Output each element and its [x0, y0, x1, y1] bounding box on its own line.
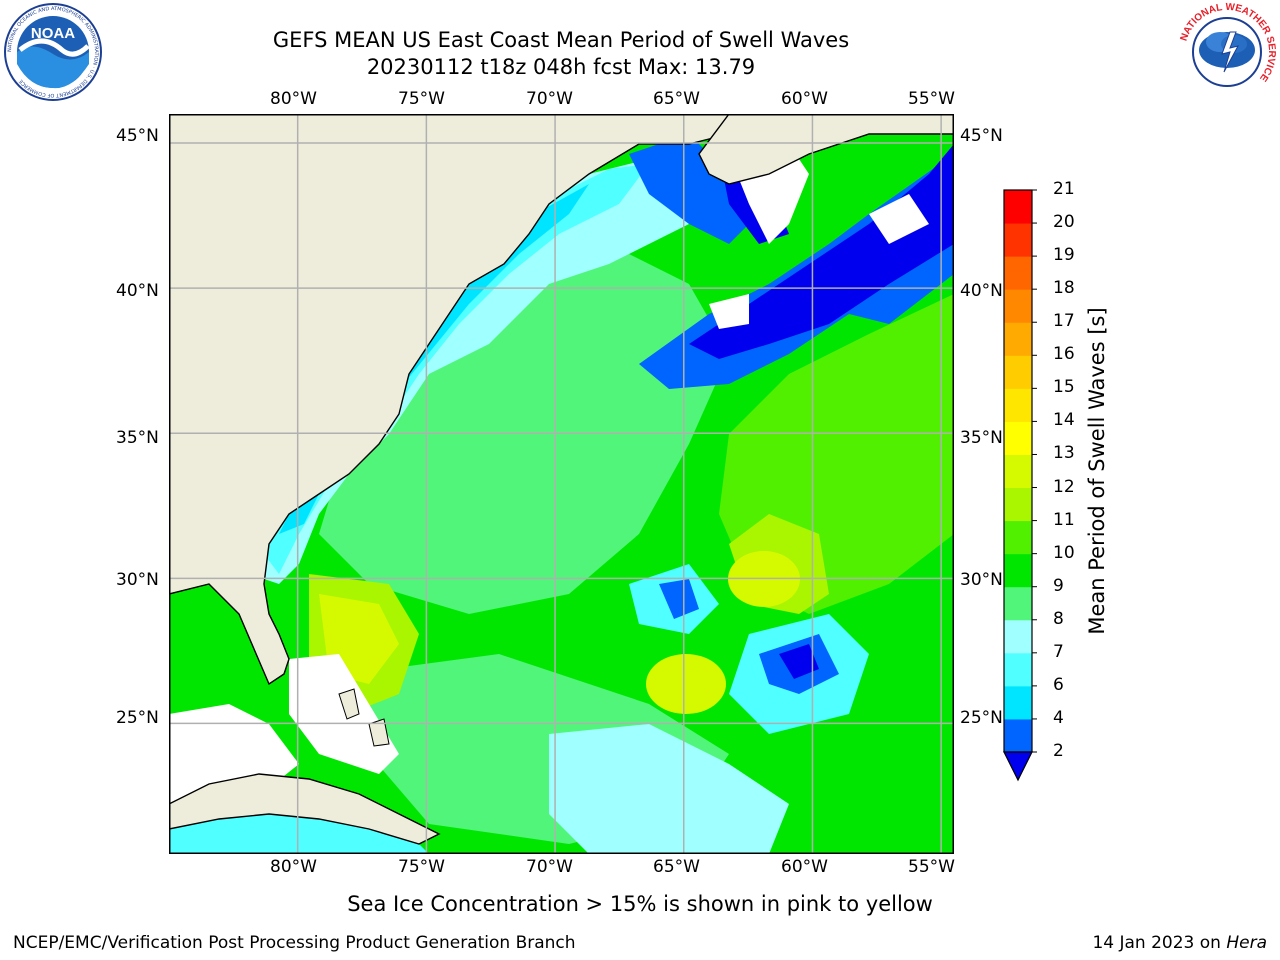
colorbar-segment — [1004, 553, 1032, 588]
colorbar-tick-label: 15 — [1053, 377, 1075, 398]
noaa-logo-text: NOAA — [31, 25, 75, 42]
colorbar-segment — [1004, 487, 1032, 522]
lon-label-bottom: 55°W — [908, 857, 955, 877]
colorbar-tick-label: 9 — [1053, 575, 1064, 596]
lon-label-top: 75°W — [398, 89, 445, 109]
lon-label-bottom: 75°W — [398, 857, 445, 877]
contour-4s-southmid — [659, 579, 699, 619]
colorbar-segment — [1004, 619, 1032, 654]
lat-label-left: 35°N — [116, 428, 159, 448]
colorbar-tick-label: 20 — [1053, 212, 1075, 233]
lat-label-right: 35°N — [960, 428, 1003, 448]
land-cuba — [169, 773, 441, 845]
colorbar-tick-label: 8 — [1053, 608, 1064, 629]
colorbar-tick-label: 11 — [1053, 509, 1075, 530]
lat-label-left: 30°N — [116, 570, 159, 590]
colorbar-tick-label: 13 — [1053, 443, 1075, 464]
map-frame — [169, 114, 954, 854]
colorbar-segment — [1004, 454, 1032, 489]
contour-8s-far-south — [549, 724, 789, 854]
colorbar-segment — [1004, 256, 1032, 290]
colorbar-tick-label: 2 — [1053, 741, 1064, 761]
lat-label-right: 40°N — [960, 281, 1003, 301]
colorbar-segment — [1004, 421, 1032, 455]
land-bahamas-1 — [338, 688, 360, 720]
contour-12s-south — [646, 654, 726, 714]
lat-label-left: 25°N — [116, 708, 159, 728]
colorbar-segment — [1004, 223, 1032, 257]
gridlines — [169, 114, 954, 854]
colorbar-tick-label: 4 — [1053, 707, 1064, 728]
nws-logo: NATIONAL WEATHER SERVICE — [1179, 2, 1277, 100]
lat-label-right: 25°N — [960, 708, 1003, 728]
colorbar-segment — [1004, 520, 1032, 555]
land-us-east — [169, 114, 730, 686]
colorbar-segment — [1004, 190, 1032, 224]
lat-label-right: 45°N — [960, 126, 1003, 146]
colorbar-segment — [1004, 718, 1032, 753]
run-date: 14 Jan 2023 on Hera — [1092, 933, 1267, 953]
lon-label-bottom: 65°W — [653, 857, 700, 877]
colorbar-tick-label: 7 — [1053, 641, 1064, 662]
contour-2s-northeast — [689, 144, 954, 359]
colorbar-segment — [1004, 322, 1032, 356]
colorbar-tick-label: 16 — [1053, 344, 1075, 365]
contour-8s-coast — [249, 154, 729, 584]
contour-7s-coast — [264, 164, 649, 574]
colorbar-frame — [1003, 189, 1033, 753]
missing-small — [709, 294, 749, 329]
colorbar-segment — [1004, 652, 1032, 687]
colorbar-segment — [1004, 355, 1032, 389]
chart-title: GEFS MEAN US East Coast Mean Period of S… — [272, 28, 850, 52]
lat-label-left: 40°N — [116, 281, 159, 301]
colorbar-tick-label: 10 — [1053, 542, 1075, 563]
lat-label-right: 30°N — [960, 570, 1003, 590]
colorbar-segment — [1004, 685, 1032, 720]
swell-period-map — [169, 114, 954, 854]
lon-label-top: 60°W — [781, 89, 828, 109]
contour-2s-south — [779, 644, 819, 679]
colorbar-ticks: 2 4 6 7 8 9 10 11 12 13 14 15 16 17 18 19 20 21 — [1040, 0, 1080, 960]
colorbar-tick-label: 17 — [1053, 311, 1075, 332]
land-canada — [698, 114, 954, 185]
lon-label-top: 65°W — [653, 89, 700, 109]
colorbar-segment — [1004, 586, 1032, 621]
colorbar-segment — [1004, 289, 1032, 323]
branch-credit: NCEP/EMC/Verification Post Processing Pr… — [13, 933, 576, 953]
sea-ice-note: Sea Ice Concentration > 15% is shown in … — [347, 892, 933, 916]
colorbar — [1003, 189, 1037, 782]
contour-4s-gulf-maine — [629, 134, 759, 244]
colorbar-segment — [1004, 388, 1032, 422]
machine-name: Hera — [1226, 933, 1267, 953]
lon-label-bottom: 80°W — [270, 857, 317, 877]
colorbar-tick-label: 14 — [1053, 410, 1075, 431]
lon-label-top: 70°W — [526, 89, 573, 109]
colorbar-tick-label: 21 — [1053, 179, 1075, 199]
lat-label-left: 45°N — [116, 126, 159, 146]
land-bahamas-2 — [368, 718, 390, 747]
missing-nova-scotia — [869, 194, 929, 244]
lon-label-bottom: 60°W — [781, 857, 828, 877]
colorbar-tick-label: 6 — [1053, 674, 1064, 695]
lon-label-top: 55°W — [908, 89, 955, 109]
colorbar-tick-label: 18 — [1053, 278, 1075, 299]
noaa-logo: NOAA NATIONAL OCEANIC AND ATMOSPHERIC AD… — [4, 3, 102, 101]
colorbar-tick-label: 12 — [1053, 476, 1075, 497]
colorbar-extend-min — [1003, 751, 1033, 782]
lon-label-bottom: 70°W — [526, 857, 573, 877]
lon-label-top: 80°W — [270, 89, 317, 109]
colorbar-tick-label: 19 — [1053, 245, 1075, 266]
chart-subtitle: 20230112 t18z 048h fcst Max: 13.79 — [366, 55, 756, 79]
run-date-text: 14 Jan 2023 on — [1092, 933, 1227, 953]
missing-bahamas — [289, 654, 399, 774]
